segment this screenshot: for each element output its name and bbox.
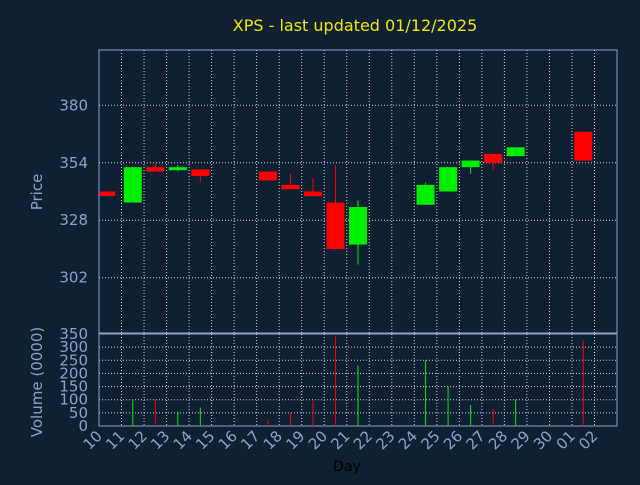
- candle-body: [484, 153, 503, 163]
- price-y-ticks: 302 328 354 380: [59, 96, 88, 286]
- candle-body: [123, 167, 142, 203]
- volume-tick-label: 300: [59, 338, 88, 356]
- volume-tick-label: 250: [59, 351, 88, 369]
- candle-28: [506, 147, 525, 157]
- volume-tick-label: 100: [59, 391, 88, 409]
- candle-20: [326, 164, 345, 249]
- candle-body: [574, 131, 593, 161]
- volume-tick-label: 150: [59, 378, 88, 396]
- price-tick-label: 380: [59, 96, 88, 114]
- candle-body: [326, 202, 345, 249]
- candle-body: [100, 191, 116, 196]
- candle-body: [168, 167, 187, 171]
- chart-title: XPS - last updated 01/12/2025: [233, 16, 478, 35]
- price-tick-label: 354: [59, 154, 88, 172]
- candle-10: [100, 191, 116, 196]
- x-axis-ticks: 1011121314151617181920212223242526272829…: [80, 427, 602, 453]
- candle-17: [258, 171, 277, 181]
- candle-body: [281, 184, 300, 190]
- candle-body: [303, 191, 322, 196]
- candle-14: [191, 169, 210, 183]
- price-grid: [99, 50, 617, 333]
- candle-12: [146, 162, 165, 172]
- candle-21: [349, 200, 367, 265]
- candle-body: [191, 169, 210, 177]
- price-tick-label: 328: [59, 211, 88, 229]
- candle-11: [123, 167, 142, 203]
- candle-body: [258, 171, 277, 181]
- candle-body: [506, 147, 525, 157]
- candle-body: [349, 206, 367, 245]
- candle-25: [439, 167, 458, 192]
- candle-body: [146, 167, 165, 172]
- candlesticks: [100, 131, 593, 265]
- candle-24: [416, 182, 435, 205]
- price-panel: 302 328 354 380 Price: [28, 49, 618, 334]
- volume-tick-label: 350: [59, 325, 88, 343]
- volume-bars: [132, 336, 584, 426]
- candle-01: [574, 131, 593, 161]
- volume-tick-label: 200: [59, 364, 88, 382]
- price-axis-label: Price: [28, 174, 46, 211]
- candle-19: [303, 178, 322, 196]
- volume-tick-label: 50: [69, 404, 88, 422]
- volume-tick-label: 0: [78, 417, 88, 435]
- price-plot-frame: [98, 49, 618, 334]
- volume-axis-label: Volume (0000): [28, 327, 46, 437]
- candle-18: [281, 173, 300, 190]
- candle-27: [484, 153, 503, 170]
- candle-body: [461, 160, 480, 168]
- candle-body: [416, 184, 435, 205]
- candle-26: [461, 160, 480, 174]
- candle-13: [168, 164, 187, 172]
- x-axis-label: Day: [333, 459, 361, 475]
- price-tick-label: 302: [59, 269, 88, 287]
- candle-body: [439, 167, 458, 192]
